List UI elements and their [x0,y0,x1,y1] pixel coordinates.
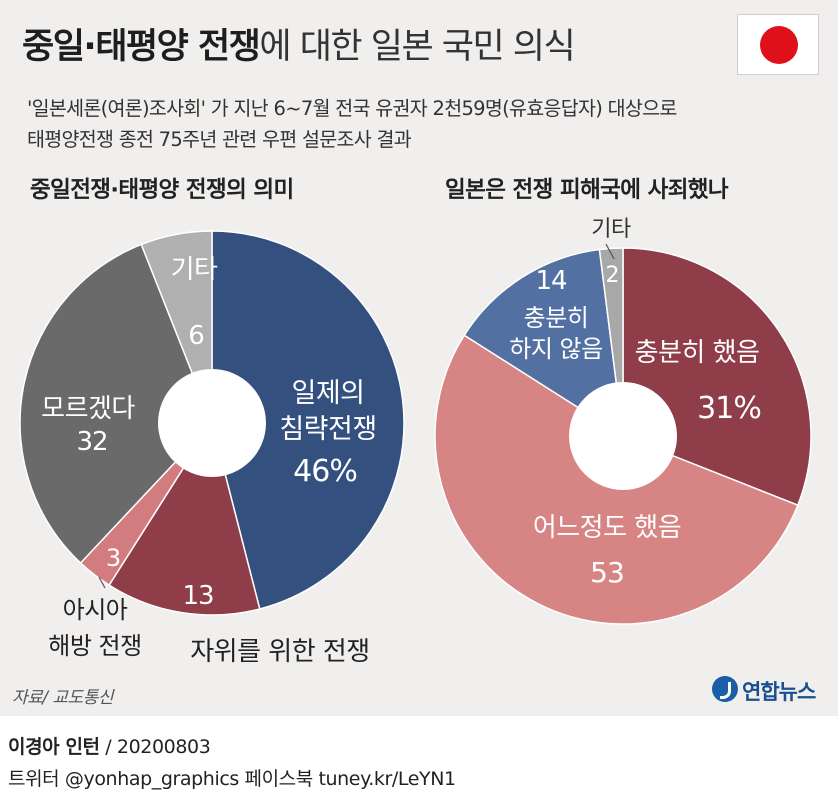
leader-line-liberation [98,576,106,589]
donut-hole [569,382,677,490]
slice-value-self_defense: 13 [182,581,213,611]
credit-date: / 20200803 [99,736,211,758]
yonhap-logo-text: 연합뉴스 [742,680,816,704]
slice-label-dont_know: 모르겠다 [41,394,135,424]
yonhap-logo: 연합뉴스 [712,672,830,706]
slice-dont_know [19,243,213,565]
slice-value-somewhat: 53 [590,556,624,589]
donut-hole [158,369,266,477]
leader-line-other [605,243,615,260]
slice-value-other: 6 [188,321,204,351]
credit-social: 트위터 @yonhap_graphics 페이스북 tuney.kr/LeYN1 [8,768,456,790]
slice-value-liberation: 3 [106,544,120,572]
subtitle-line-1: '일본세론(여론)조사회' 가 지난 6~7월 전국 유권자 2천59명(유효응… [27,97,677,120]
slice-label-self_defense: 자위를 위한 전쟁 [190,637,369,667]
japan-flag-icon [737,14,819,75]
slice-label-other: 기타 [171,255,218,285]
left-chart-title: 중일전쟁·태평양 전쟁의 의미 [30,177,294,203]
donut-chart-2 [434,247,812,625]
credit-author: 이경아 인턴 [8,736,100,758]
slice-not_enough [463,248,624,438]
infographic-card: 중일·태평양 전쟁에 대한 일본 국민 의식 '일본세론(여론)조사회' 가 지… [0,0,838,716]
slice-label-liberation: 해방 전쟁 [48,632,141,660]
slice-label-other: 기타 [591,217,631,242]
credit-line: 이경아 인턴 / 20200803 [8,732,211,759]
slice-value-enough: 31% [697,391,761,426]
title-rest: 에 대한 일본 국민 의식 [259,27,575,67]
slice-label-not_enough: 충분히 [524,304,589,332]
yonhap-logo-icon [712,676,738,702]
slice-value-other: 2 [606,263,619,288]
slice-value-not_enough: 14 [535,266,567,296]
page-title: 중일·태평양 전쟁에 대한 일본 국민 의식 [22,18,576,69]
slice-invasion [211,230,405,610]
slice-label-invasion: 침략전쟁 [279,414,376,445]
slice-label-invasion: 일제의 [291,378,364,409]
right-chart-title: 일본은 전쟁 피해국에 사죄했나 [445,177,729,203]
slice-value-invasion: 46% [293,454,357,489]
flag-red-disc [760,26,798,64]
title-bold: 중일·태평양 전쟁 [22,27,261,67]
subtitle-line-2: 태평양전쟁 종전 75주년 관련 우편 설문조사 결과 [27,128,412,151]
slice-label-enough: 충분히 했음 [635,338,760,368]
slice-label-somewhat: 어느정도 했음 [533,513,681,543]
donut-chart-1 [19,230,405,616]
slice-label-liberation: 아시아 [63,596,128,624]
source-note: 자료/ 교도통신 [12,688,113,708]
slice-value-dont_know: 32 [76,427,107,457]
slice-label-not_enough: 하지 않음 [509,335,602,363]
